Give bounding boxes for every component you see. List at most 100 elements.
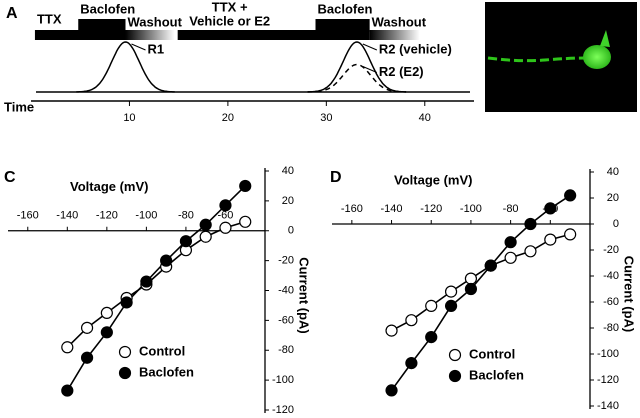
y-tick-label: 0 — [613, 218, 619, 230]
x-tick-label: 20 — [222, 112, 234, 124]
micrograph — [485, 2, 637, 112]
data-point — [219, 199, 232, 212]
data-point — [464, 272, 478, 285]
data-point — [120, 296, 133, 309]
data-point — [444, 285, 458, 298]
protocol-bar — [34, 30, 126, 40]
data-point — [239, 215, 252, 228]
legend-label: Control — [139, 343, 185, 358]
phase-label: Washout — [128, 14, 183, 29]
data-point — [405, 314, 418, 327]
x-tick-label: -140 — [381, 203, 403, 215]
y-axis-label: Current (pA) — [622, 256, 637, 333]
leader-line — [362, 66, 378, 73]
phase-label: Vehicle or E2 — [189, 13, 270, 28]
data-point — [564, 189, 577, 202]
x-axis-label: Time — [4, 99, 34, 114]
response-curve — [307, 63, 407, 93]
leader-line — [362, 43, 378, 51]
data-point — [444, 299, 458, 312]
data-point — [564, 228, 577, 241]
response-curve — [307, 41, 407, 93]
data-point — [425, 331, 438, 344]
x-tick-label: -100 — [460, 203, 482, 215]
x-tick-label: -140 — [56, 210, 78, 222]
y-tick-label: -140 — [597, 400, 619, 412]
panel-label: D — [330, 169, 342, 186]
y-tick-label: -120 — [272, 404, 294, 416]
x-tick-label: -80 — [503, 203, 519, 215]
y-tick-label: -60 — [603, 296, 619, 308]
data-point — [504, 251, 517, 264]
micrograph-background — [485, 2, 637, 112]
data-point — [140, 275, 153, 288]
panel-label: A — [6, 5, 18, 22]
y-axis-label: Current (pA) — [297, 257, 312, 334]
series-line — [66, 185, 246, 391]
y-tick-label: -60 — [278, 314, 294, 326]
data-point — [61, 384, 74, 397]
data-point — [524, 217, 537, 231]
panel-label: C — [4, 169, 16, 186]
response-label: R2 (vehicle) — [379, 41, 452, 56]
phase-label: Washout — [372, 14, 427, 29]
protocol-bar — [177, 30, 370, 40]
y-tick-label: 20 — [282, 195, 294, 207]
y-tick-label: -100 — [272, 374, 294, 386]
data-point — [61, 341, 74, 354]
response-label: R2 (E2) — [379, 64, 424, 79]
x-tick-label: -80 — [178, 210, 194, 222]
phase-label: Baclofen — [318, 1, 373, 16]
legend-label: Control — [469, 346, 515, 361]
legend-label: Baclofen — [469, 367, 524, 382]
data-point — [219, 221, 232, 234]
data-point — [80, 321, 94, 334]
x-tick-label: -120 — [96, 210, 118, 222]
leader-line — [131, 43, 146, 51]
x-tick-label: 40 — [419, 112, 431, 124]
response-label: R1 — [148, 41, 165, 56]
x-tick-label: -60 — [218, 210, 234, 222]
x-tick-label: 10 — [123, 112, 135, 124]
x-tick-label: -160 — [341, 203, 363, 215]
data-point — [239, 179, 252, 193]
phase-label: TTX — [37, 11, 62, 26]
y-tick-label: -20 — [278, 255, 294, 267]
data-point — [100, 306, 113, 320]
dendrite — [600, 30, 610, 47]
legend-marker — [448, 369, 462, 383]
data-point — [100, 326, 113, 339]
data-point — [425, 299, 438, 312]
panel-label: B — [490, 8, 502, 25]
legend-marker — [118, 366, 132, 380]
data-point — [385, 324, 398, 337]
y-tick-label: 40 — [282, 165, 294, 177]
series-line — [391, 233, 571, 332]
y-tick-label: -40 — [603, 270, 619, 282]
series-line — [390, 194, 571, 391]
response-curve — [76, 41, 175, 93]
protocol-bar — [125, 30, 175, 40]
x-tick-label: -100 — [135, 210, 157, 222]
data-point — [544, 233, 557, 246]
data-point — [199, 218, 212, 231]
data-point — [80, 351, 94, 364]
y-tick-label: -20 — [603, 244, 619, 256]
data-point — [160, 254, 173, 267]
y-tick-label: 40 — [607, 166, 619, 178]
x-tick-label: 30 — [320, 112, 332, 124]
protocol-bar — [78, 19, 126, 32]
data-point — [385, 384, 398, 397]
x-axis-label: Voltage (mV) — [70, 179, 149, 194]
y-tick-label: -120 — [597, 374, 619, 386]
data-point — [524, 245, 537, 258]
y-tick-label: -80 — [278, 344, 294, 356]
x-tick-label: -160 — [17, 210, 39, 222]
data-point — [504, 236, 517, 249]
data-point — [544, 202, 557, 215]
legend-marker — [448, 348, 462, 362]
legend-label: Baclofen — [139, 364, 194, 379]
y-tick-label: -40 — [278, 284, 294, 296]
neurite — [487, 56, 586, 63]
phase-label: Baclofen — [80, 1, 135, 16]
